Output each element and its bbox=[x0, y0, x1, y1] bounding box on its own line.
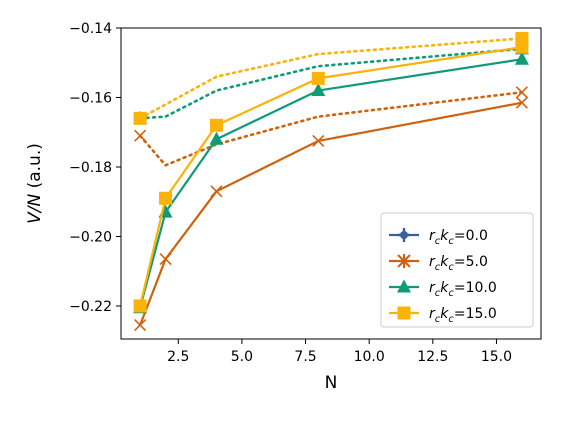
x-tick-label: 10.0 bbox=[354, 349, 385, 365]
x-tick-label: 15.0 bbox=[481, 349, 512, 365]
data-point bbox=[210, 185, 223, 198]
data-point bbox=[209, 131, 224, 145]
y-tick-label: −0.18 bbox=[69, 160, 112, 176]
series-r-c-k-c-15-0 bbox=[133, 31, 529, 313]
x-tick-label: 7.5 bbox=[294, 349, 316, 365]
data-point bbox=[133, 111, 147, 125]
data-point bbox=[514, 51, 529, 65]
legend-label: rckc=15.0 bbox=[429, 306, 497, 325]
x-axis-ticks: 2.5 5.0 7.5 10.0 12.5 15.0 bbox=[167, 339, 512, 365]
legend-item: rckc=15.0 bbox=[389, 306, 497, 325]
legend-marker bbox=[397, 306, 411, 320]
data-point bbox=[312, 134, 325, 147]
y-axis-label-symbol: V/N bbox=[25, 194, 45, 224]
x-tick-label: 12.5 bbox=[417, 349, 448, 365]
y-tick-label: −0.16 bbox=[69, 90, 112, 106]
y-axis-label-unit: (a.u.) bbox=[25, 143, 45, 194]
x-tick-label: 2.5 bbox=[167, 349, 189, 365]
y-tick-label: −0.14 bbox=[69, 21, 112, 37]
data-point bbox=[515, 86, 528, 99]
x-axis-label: N bbox=[325, 373, 338, 393]
series-dotted-line bbox=[138, 47, 524, 120]
y-axis-label: V/N (a.u.) bbox=[25, 143, 45, 224]
data-point bbox=[134, 319, 147, 332]
legend-label: rckc=5.0 bbox=[429, 254, 488, 273]
legend-item: rckc=5.0 bbox=[389, 254, 488, 273]
legend-marker bbox=[397, 254, 411, 268]
x-tick-label: 5.0 bbox=[231, 349, 253, 365]
data-point bbox=[133, 299, 147, 313]
data-point bbox=[159, 253, 172, 266]
axes-frame bbox=[120, 27, 542, 340]
data-point bbox=[515, 96, 528, 109]
series-dotted-line bbox=[138, 37, 524, 120]
legend-label: rckc=0.0 bbox=[429, 228, 488, 247]
data-point bbox=[134, 129, 147, 142]
y-axis-ticks: −0.22 −0.20 −0.18 −0.16 −0.14 bbox=[69, 21, 121, 315]
y-tick-label: −0.20 bbox=[69, 229, 112, 245]
legend-box bbox=[380, 212, 534, 328]
data-point bbox=[209, 118, 223, 132]
plot-area bbox=[133, 31, 529, 332]
legend-item: rckc=0.0 bbox=[389, 228, 488, 247]
data-point bbox=[159, 191, 173, 205]
data-point bbox=[311, 71, 325, 85]
data-point bbox=[515, 31, 529, 45]
legend-label: rckc=10.0 bbox=[429, 280, 497, 299]
legend-marker bbox=[398, 228, 410, 242]
legend-marker bbox=[397, 279, 411, 293]
legend: rckc=0.0 rckc=5.0 rckc=10.0 rckc=15.0 bbox=[380, 212, 534, 328]
data-point bbox=[311, 83, 326, 97]
y-tick-label: −0.22 bbox=[69, 299, 112, 315]
legend-item: rckc=10.0 bbox=[389, 279, 497, 299]
